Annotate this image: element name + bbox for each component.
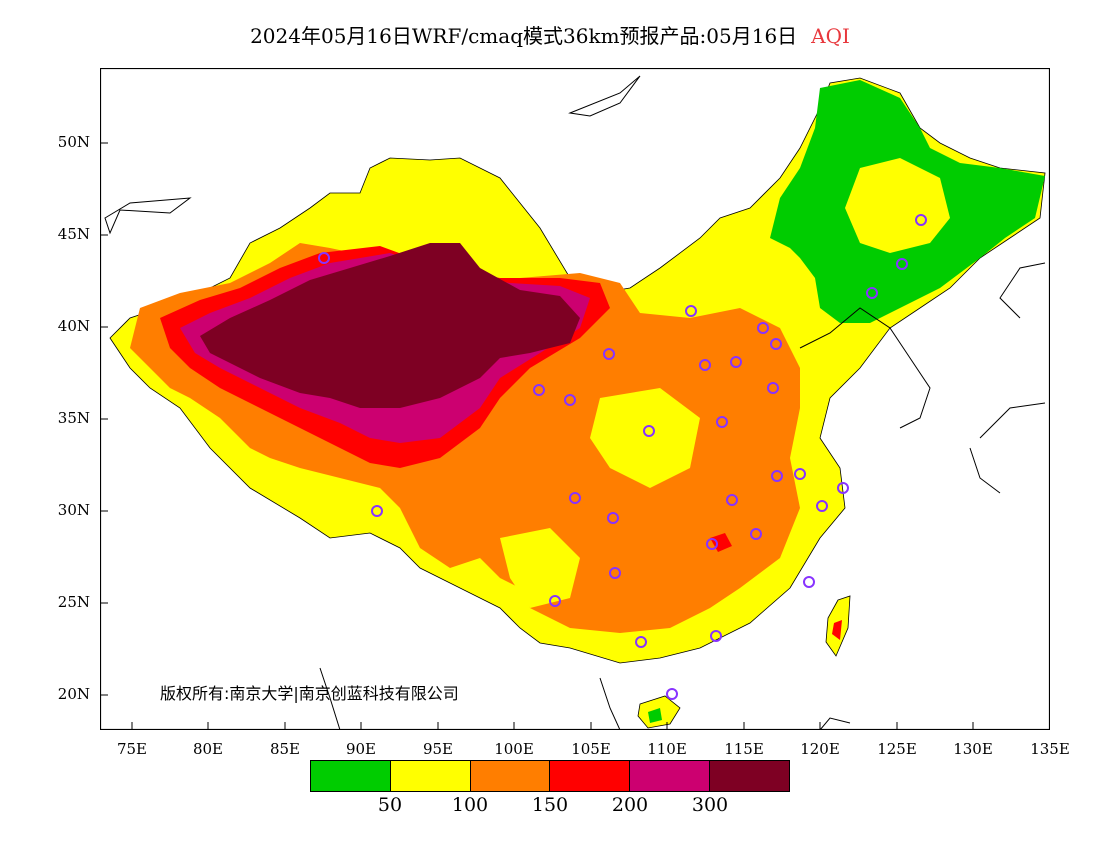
- lon-label: 95E: [422, 740, 454, 758]
- station-marker: [816, 500, 828, 512]
- station-marker: [685, 305, 697, 317]
- aqi-map: [100, 68, 1050, 730]
- station-marker: [710, 630, 722, 642]
- station-marker: [318, 252, 330, 264]
- legend-swatch: [390, 761, 471, 791]
- lon-label: 120E: [800, 740, 840, 758]
- southwest-yellow-patch: [500, 528, 580, 608]
- station-marker: [564, 394, 576, 406]
- lon-label: 115E: [724, 740, 764, 758]
- station-marker: [750, 528, 762, 540]
- lat-label: 30N: [57, 501, 90, 519]
- lat-label: 40N: [57, 317, 90, 335]
- aqi-color-legend: [310, 760, 790, 792]
- central-yellow-patch: [590, 388, 700, 488]
- lat-label: 25N: [57, 593, 90, 611]
- map-title: 2024年05月16日WRF/cmaq模式36km预报产品:05月16日 AQI: [0, 20, 1100, 49]
- lon-label: 125E: [877, 740, 917, 758]
- map-frame: [100, 68, 1050, 730]
- legend-swatch: [550, 761, 631, 791]
- station-marker: [607, 512, 619, 524]
- lon-label: 75E: [116, 740, 148, 758]
- title-text: 2024年05月16日WRF/cmaq模式36km预报产品:05月16日: [250, 24, 798, 48]
- station-markers: [318, 214, 927, 700]
- legend-swatch: [311, 761, 391, 791]
- station-marker: [549, 595, 561, 607]
- lat-ticks: [100, 142, 108, 696]
- station-marker: [371, 505, 383, 517]
- station-marker: [666, 688, 678, 700]
- station-marker: [726, 494, 738, 506]
- station-marker: [803, 576, 815, 588]
- station-marker: [643, 425, 655, 437]
- maroon-zone: [200, 243, 580, 408]
- lat-label: 35N: [57, 409, 90, 427]
- legend-label: 50: [377, 794, 403, 816]
- station-marker: [699, 359, 711, 371]
- legend-label: 100: [451, 794, 489, 816]
- lat-label: 45N: [57, 225, 90, 243]
- station-marker: [603, 348, 615, 360]
- hainan-green: [648, 708, 662, 723]
- variable-label: AQI: [811, 24, 850, 48]
- station-marker: [716, 416, 728, 428]
- taiwan-red: [832, 620, 842, 640]
- station-marker: [866, 287, 878, 299]
- copyright-notice: 版权所有:南京大学|南京创蓝科技有限公司: [160, 684, 459, 703]
- lon-label: 90E: [345, 740, 377, 758]
- station-marker: [771, 470, 783, 482]
- station-marker: [533, 384, 545, 396]
- legend-swatch: [470, 761, 551, 791]
- lon-label: 135E: [1030, 740, 1070, 758]
- station-marker: [730, 356, 742, 368]
- station-marker: [609, 567, 621, 579]
- lon-label: 85E: [269, 740, 301, 758]
- lat-label: 20N: [57, 685, 90, 703]
- station-marker: [757, 322, 769, 334]
- lat-label: 50N: [57, 133, 90, 151]
- legend-label: 200: [611, 794, 649, 816]
- station-marker: [635, 636, 647, 648]
- lon-label: 100E: [494, 740, 534, 758]
- lon-label: 80E: [192, 740, 224, 758]
- legend-label: 300: [691, 794, 729, 816]
- station-marker: [896, 258, 908, 270]
- station-marker: [837, 482, 849, 494]
- station-marker: [569, 492, 581, 504]
- lon-label: 110E: [647, 740, 687, 758]
- legend-label: 150: [531, 794, 569, 816]
- lon-label: 130E: [953, 740, 993, 758]
- station-marker: [770, 338, 782, 350]
- station-marker: [767, 382, 779, 394]
- legend-swatch: [710, 761, 789, 791]
- station-marker: [706, 538, 718, 550]
- legend-swatch: [630, 761, 711, 791]
- external-coastlines: [104, 75, 1046, 730]
- northeast-yellow-patch: [845, 158, 950, 253]
- lon-label: 105E: [571, 740, 611, 758]
- station-marker: [794, 468, 806, 480]
- station-marker: [915, 214, 927, 226]
- lon-ticks: [131, 722, 1050, 730]
